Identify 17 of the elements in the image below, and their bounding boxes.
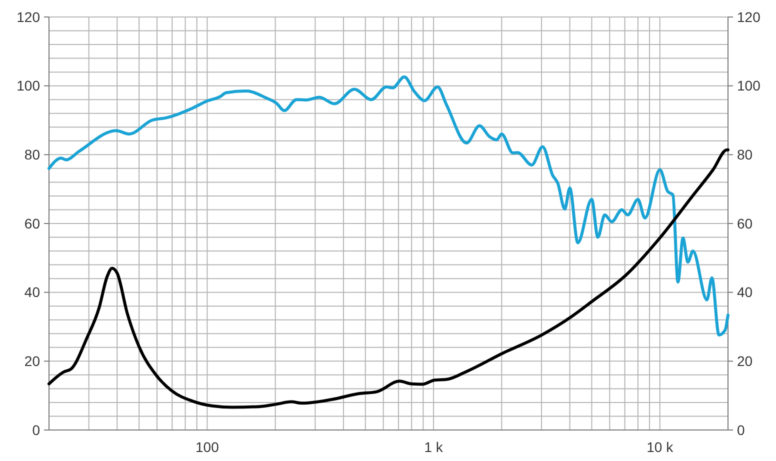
x-tick-label: 10 k bbox=[646, 439, 674, 455]
y-tick-label: 100 bbox=[16, 78, 40, 94]
y2-tick-label: 60 bbox=[737, 215, 753, 232]
x-tick-label: 1 k bbox=[424, 439, 444, 455]
y2-tick-label: 80 bbox=[737, 146, 753, 163]
y2-tick-label: 120 bbox=[737, 8, 761, 25]
y-tick-label: 0 bbox=[32, 422, 40, 438]
y2-tick-label: 40 bbox=[737, 284, 753, 300]
y-tick-label: 40 bbox=[24, 284, 40, 300]
y2-tick-label: 20 bbox=[737, 353, 753, 370]
y-tick-label: 60 bbox=[24, 215, 40, 232]
y-tick-label: 120 bbox=[16, 8, 40, 25]
y2-tick-label: 100 bbox=[737, 78, 761, 94]
y2-tick-label: 0 bbox=[737, 422, 745, 438]
y-tick-label: 20 bbox=[24, 353, 40, 370]
x-tick-label: 100 bbox=[196, 439, 220, 455]
y-tick-label: 80 bbox=[24, 146, 40, 163]
